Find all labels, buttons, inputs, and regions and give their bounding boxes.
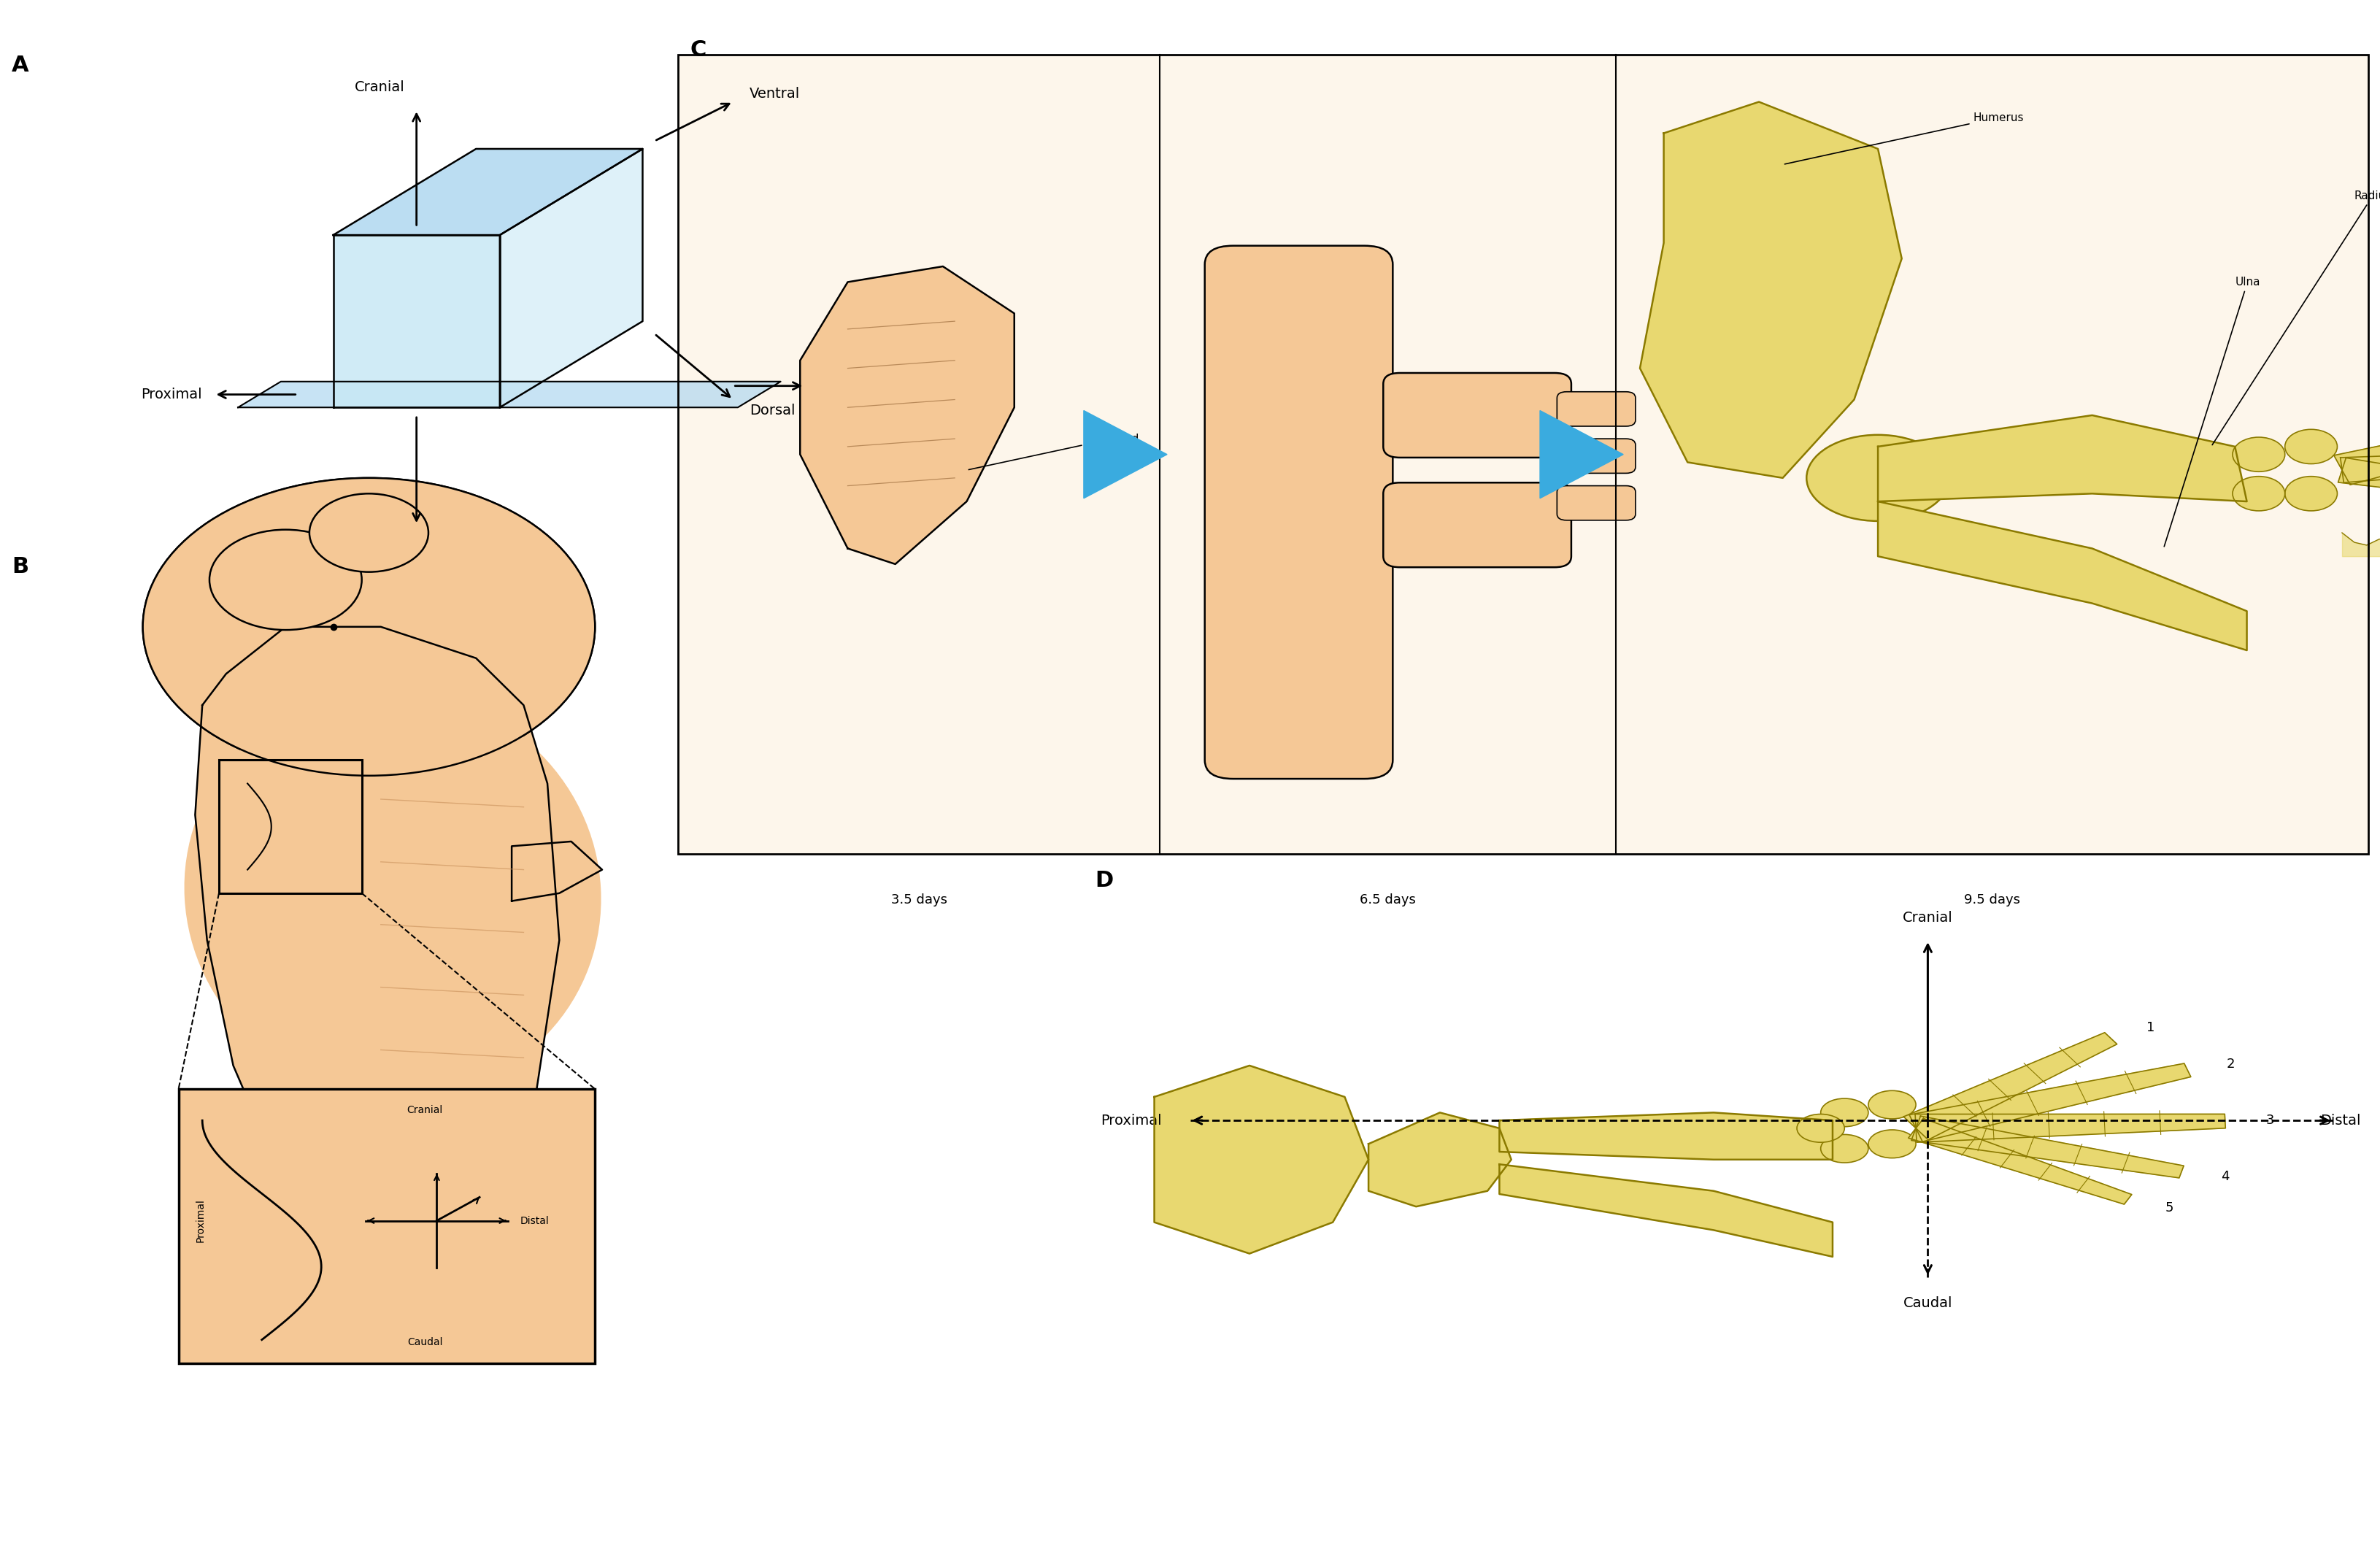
- Text: Distal: Distal: [2320, 1114, 2361, 1127]
- Text: 2: 2: [2228, 1058, 2235, 1070]
- Text: Distal: Distal: [816, 379, 857, 393]
- Ellipse shape: [1868, 1091, 1916, 1119]
- Polygon shape: [1909, 1064, 2192, 1142]
- Polygon shape: [1154, 1066, 1368, 1254]
- Text: 5: 5: [2166, 1202, 2173, 1214]
- Text: Caudal: Caudal: [407, 1337, 443, 1348]
- Text: C: C: [690, 39, 707, 61]
- Polygon shape: [1916, 1114, 2225, 1142]
- Ellipse shape: [183, 689, 602, 1097]
- Ellipse shape: [1821, 1135, 1868, 1163]
- Text: Dorsal: Dorsal: [750, 404, 795, 417]
- FancyBboxPatch shape: [1557, 392, 1635, 426]
- Ellipse shape: [1821, 1098, 1868, 1127]
- Text: 4: 4: [2221, 1171, 2230, 1183]
- Ellipse shape: [2232, 476, 2285, 511]
- Ellipse shape: [1797, 1114, 1844, 1142]
- Polygon shape: [1499, 1113, 1833, 1160]
- Text: Wing bud: Wing bud: [969, 434, 1138, 470]
- Polygon shape: [195, 627, 559, 1238]
- FancyBboxPatch shape: [1383, 373, 1571, 458]
- Text: 3: 3: [2266, 1114, 2273, 1127]
- Polygon shape: [1083, 411, 1166, 498]
- Polygon shape: [1368, 1113, 1511, 1207]
- Polygon shape: [333, 235, 500, 407]
- Polygon shape: [1640, 102, 1902, 478]
- Text: Caudal: Caudal: [355, 541, 405, 555]
- Polygon shape: [1909, 1119, 2132, 1205]
- Polygon shape: [512, 841, 602, 901]
- FancyBboxPatch shape: [1557, 486, 1635, 520]
- FancyBboxPatch shape: [1204, 246, 1392, 779]
- Ellipse shape: [2285, 476, 2337, 511]
- Text: A: A: [12, 55, 29, 77]
- FancyBboxPatch shape: [1557, 439, 1635, 473]
- Circle shape: [143, 478, 595, 776]
- Text: 3.5 days: 3.5 days: [890, 893, 947, 906]
- Polygon shape: [1904, 1033, 2116, 1139]
- Ellipse shape: [2232, 437, 2285, 472]
- Text: Proximal: Proximal: [195, 1199, 205, 1243]
- Text: Ventral: Ventral: [750, 88, 800, 100]
- Text: Proximal: Proximal: [140, 387, 202, 401]
- FancyBboxPatch shape: [1383, 483, 1571, 567]
- Circle shape: [309, 494, 428, 572]
- Text: Distal: Distal: [519, 1216, 550, 1225]
- Text: Ulna: Ulna: [2163, 277, 2261, 547]
- Bar: [678, 55, 2368, 854]
- Polygon shape: [1499, 1164, 1833, 1257]
- Text: 1: 1: [2147, 1022, 2154, 1034]
- Circle shape: [143, 478, 595, 776]
- Text: Radius: Radius: [2213, 191, 2380, 445]
- Ellipse shape: [1868, 1130, 1916, 1158]
- Text: Caudal: Caudal: [1904, 1296, 1952, 1310]
- Circle shape: [209, 530, 362, 630]
- Text: Proximal: Proximal: [1100, 1114, 1161, 1127]
- Polygon shape: [1878, 501, 2247, 650]
- Text: 6.5 days: 6.5 days: [1359, 893, 1416, 906]
- Polygon shape: [2340, 447, 2380, 483]
- Text: Cranial: Cranial: [407, 1105, 443, 1116]
- Polygon shape: [238, 382, 781, 407]
- Text: D: D: [1095, 870, 1114, 892]
- Text: Humerus: Humerus: [1785, 113, 2023, 165]
- Text: 9.5 days: 9.5 days: [1963, 893, 2021, 906]
- Text: Cranial: Cranial: [1902, 910, 1954, 925]
- Bar: [678, 55, 2368, 854]
- Ellipse shape: [2285, 429, 2337, 464]
- Text: B: B: [12, 556, 29, 578]
- Polygon shape: [2335, 401, 2380, 484]
- Ellipse shape: [286, 689, 500, 815]
- Polygon shape: [800, 266, 1014, 564]
- Ellipse shape: [1806, 434, 1949, 522]
- Polygon shape: [333, 149, 643, 235]
- Polygon shape: [1540, 411, 1623, 498]
- Text: Cranial: Cranial: [355, 80, 405, 94]
- Bar: [219, 760, 362, 893]
- Bar: [178, 1089, 595, 1363]
- Polygon shape: [1911, 1116, 2185, 1178]
- Polygon shape: [2337, 458, 2380, 514]
- Polygon shape: [1878, 415, 2247, 501]
- Polygon shape: [500, 149, 643, 407]
